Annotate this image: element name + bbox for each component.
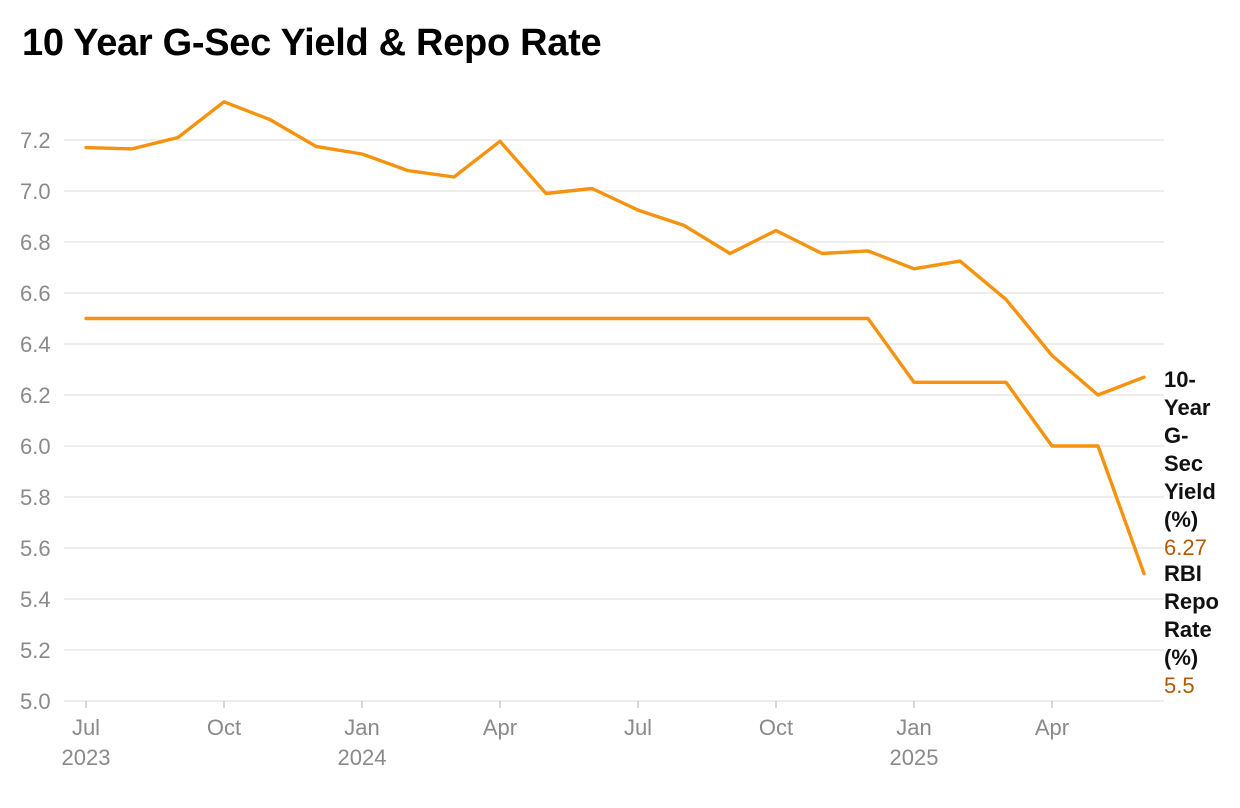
series-end-value-yield: 6.27 xyxy=(1164,535,1207,560)
series-line-repo xyxy=(84,316,1146,576)
x-tick-year-label: 2024 xyxy=(338,745,387,770)
series-name-word: (%) xyxy=(1164,645,1199,670)
y-tick-label: 5.2 xyxy=(20,638,51,663)
y-tick-label: 5.8 xyxy=(20,485,51,510)
gridlines xyxy=(64,139,1164,702)
series-name-yield: 10- Year G- Sec Yield (%) xyxy=(1164,366,1234,534)
x-tick-label: Jul xyxy=(624,715,652,740)
y-tick-label: 7.2 xyxy=(20,128,51,153)
y-tick-label: 5.0 xyxy=(20,689,51,714)
series-name-word: Year xyxy=(1164,395,1211,420)
y-tick-label: 7.0 xyxy=(20,179,51,204)
y-tick-label: 6.2 xyxy=(20,383,51,408)
x-tick-label: Jan xyxy=(344,715,379,740)
series-lines xyxy=(84,100,1146,576)
series-end-value-repo: 5.5 xyxy=(1164,673,1195,698)
chart-title: 10 Year G-Sec Yield & Repo Rate xyxy=(22,22,602,64)
series-name-word: Yield xyxy=(1164,479,1216,504)
y-tick-label: 6.8 xyxy=(20,230,51,255)
x-tick-year-label: 2023 xyxy=(62,745,111,770)
y-tick-label: 6.0 xyxy=(20,434,51,459)
x-tick-label: Jul xyxy=(72,715,100,740)
x-tick-label: Apr xyxy=(1035,715,1069,740)
series-name-word: Sec xyxy=(1164,451,1204,476)
x-tick-year-label: 2025 xyxy=(890,745,939,770)
x-tick-label: Oct xyxy=(207,715,241,740)
series-line-yield xyxy=(84,100,1146,397)
y-tick-label: 5.6 xyxy=(20,536,51,561)
x-tick-label: Apr xyxy=(483,715,517,740)
series-label-repo: RBI Repo Rate (%) 5.5 xyxy=(1164,560,1234,700)
series-name-word: Repo xyxy=(1164,589,1219,614)
series-name-word: RBI xyxy=(1164,561,1202,586)
y-axis-ticks: 5.0 5.2 5.4 5.6 5.8 6.0 6.2 6.4 6.6 6.8 7.0 7.2 xyxy=(20,128,51,714)
y-tick-label: 6.6 xyxy=(20,281,51,306)
x-tick-label: Oct xyxy=(759,715,793,740)
y-tick-label: 5.4 xyxy=(20,587,51,612)
x-tick-label: Jan xyxy=(896,715,931,740)
series-name-word: G- xyxy=(1164,423,1189,448)
y-tick-label: 6.4 xyxy=(20,332,51,357)
series-name-word: Rate xyxy=(1164,617,1212,642)
series-label-yield: 10- Year G- Sec Yield (%) 6.27 xyxy=(1164,366,1234,562)
series-name-repo: RBI Repo Rate (%) xyxy=(1164,560,1234,672)
series-name-word: (%) xyxy=(1164,507,1199,532)
series-name-word: 10- xyxy=(1164,367,1196,392)
x-axis-ticks: Jul 2023 Oct Jan 2024 Apr Jul Oct Jan 2025 Apr xyxy=(62,701,1069,770)
